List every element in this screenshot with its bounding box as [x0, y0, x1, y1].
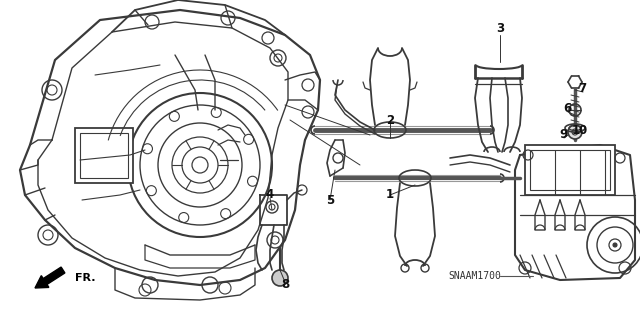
- Circle shape: [613, 243, 617, 247]
- Text: 3: 3: [496, 21, 504, 34]
- Bar: [530, 150, 610, 190]
- FancyArrow shape: [35, 267, 65, 288]
- Text: 7: 7: [578, 81, 586, 94]
- Text: 9: 9: [559, 129, 567, 142]
- Bar: [75, 128, 133, 183]
- Text: 6: 6: [563, 101, 571, 115]
- Text: 8: 8: [281, 278, 289, 292]
- Text: FR.: FR.: [75, 273, 95, 283]
- Text: 1: 1: [386, 189, 394, 202]
- Bar: [525, 145, 615, 195]
- Text: 10: 10: [572, 123, 588, 137]
- Text: SNAAM1700: SNAAM1700: [448, 271, 501, 281]
- Circle shape: [272, 270, 288, 286]
- Text: 2: 2: [386, 114, 394, 127]
- Text: 5: 5: [326, 194, 334, 206]
- Text: 4: 4: [266, 189, 274, 202]
- Bar: [80, 133, 128, 178]
- Circle shape: [568, 125, 582, 139]
